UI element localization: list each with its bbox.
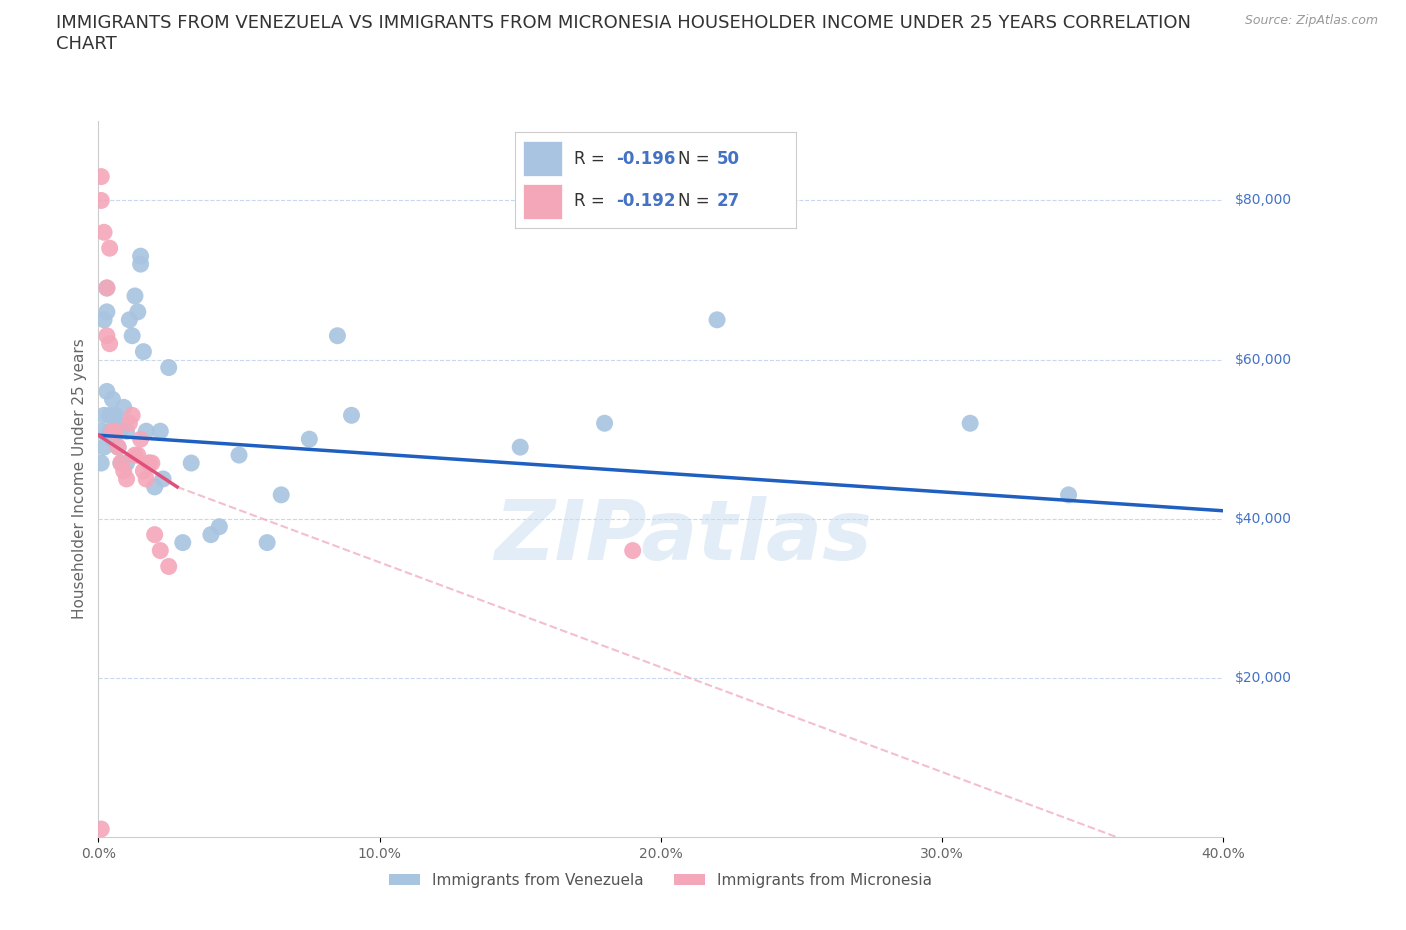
Text: $20,000: $20,000 xyxy=(1234,671,1292,684)
Point xyxy=(90,821,112,836)
Point xyxy=(593,416,616,431)
Point xyxy=(132,344,155,359)
Point xyxy=(180,456,202,471)
Point xyxy=(256,535,278,550)
Point xyxy=(959,416,981,431)
Point xyxy=(93,312,115,327)
Point xyxy=(172,535,194,550)
Point xyxy=(132,463,155,478)
Point xyxy=(118,416,141,431)
Point xyxy=(152,472,174,486)
Point xyxy=(121,328,143,343)
Point xyxy=(96,328,118,343)
Text: IMMIGRANTS FROM VENEZUELA VS IMMIGRANTS FROM MICRONESIA HOUSEHOLDER INCOME UNDER: IMMIGRANTS FROM VENEZUELA VS IMMIGRANTS … xyxy=(56,14,1191,53)
Text: $40,000: $40,000 xyxy=(1234,512,1292,525)
Point xyxy=(96,304,118,319)
Point xyxy=(96,281,118,296)
Point xyxy=(96,384,118,399)
Point xyxy=(124,447,146,462)
Point xyxy=(115,456,138,471)
Point xyxy=(124,288,146,303)
Point xyxy=(98,337,121,352)
Point xyxy=(110,456,132,471)
Point xyxy=(298,432,321,446)
Point xyxy=(112,463,135,478)
Point xyxy=(149,424,172,439)
Point xyxy=(509,440,531,455)
Point xyxy=(107,416,129,431)
Point xyxy=(157,559,180,574)
Point xyxy=(101,432,124,446)
Point xyxy=(96,281,118,296)
Point xyxy=(98,241,121,256)
Point xyxy=(127,304,149,319)
Point xyxy=(107,440,129,455)
Point xyxy=(135,424,157,439)
Point xyxy=(228,447,250,462)
Text: Source: ZipAtlas.com: Source: ZipAtlas.com xyxy=(1244,14,1378,27)
Point xyxy=(138,456,160,471)
Point xyxy=(90,169,112,184)
Point xyxy=(149,543,172,558)
Point xyxy=(104,424,127,439)
Point xyxy=(115,424,138,439)
Point xyxy=(208,519,231,534)
Text: $80,000: $80,000 xyxy=(1234,193,1292,207)
Text: $60,000: $60,000 xyxy=(1234,352,1292,366)
Point xyxy=(101,424,124,439)
Y-axis label: Householder Income Under 25 years: Householder Income Under 25 years xyxy=(72,339,87,619)
Point xyxy=(98,424,121,439)
Point xyxy=(110,424,132,439)
Point xyxy=(90,456,112,471)
Point xyxy=(157,360,180,375)
Point xyxy=(104,424,127,439)
Point xyxy=(101,424,124,439)
Point xyxy=(104,408,127,423)
Text: ZIPatlas: ZIPatlas xyxy=(495,496,872,577)
Point xyxy=(107,440,129,455)
Point xyxy=(112,400,135,415)
Point xyxy=(141,456,163,471)
Point xyxy=(121,408,143,423)
Point xyxy=(706,312,728,327)
Point xyxy=(115,472,138,486)
Point xyxy=(143,480,166,495)
Point xyxy=(621,543,644,558)
Point xyxy=(326,328,349,343)
Legend: Immigrants from Venezuela, Immigrants from Micronesia: Immigrants from Venezuela, Immigrants fr… xyxy=(384,867,938,894)
Point xyxy=(127,447,149,462)
Point xyxy=(129,248,152,263)
Point xyxy=(135,472,157,486)
Point xyxy=(93,225,115,240)
Point xyxy=(129,432,152,446)
Point xyxy=(118,312,141,327)
Point xyxy=(93,408,115,423)
Point xyxy=(143,527,166,542)
Point xyxy=(340,408,363,423)
Point xyxy=(1057,487,1080,502)
Point xyxy=(90,193,112,208)
Point xyxy=(129,257,152,272)
Point xyxy=(98,408,121,423)
Point xyxy=(270,487,292,502)
Point xyxy=(90,424,112,439)
Point xyxy=(101,392,124,406)
Point xyxy=(110,456,132,471)
Point xyxy=(138,456,160,471)
Point xyxy=(200,527,222,542)
Point xyxy=(93,440,115,455)
